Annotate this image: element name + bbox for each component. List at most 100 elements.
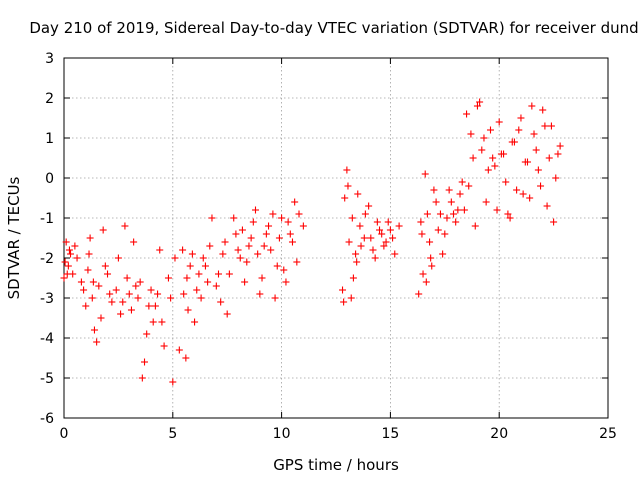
data-point (376, 226, 384, 234)
data-point (236, 254, 244, 262)
data-point (286, 230, 294, 238)
data-point (491, 162, 499, 170)
data-point (541, 122, 549, 130)
data-point (441, 230, 449, 238)
data-point (556, 142, 564, 150)
data-point (340, 298, 348, 306)
data-point (502, 178, 510, 186)
data-point (249, 218, 257, 226)
data-point (476, 98, 484, 106)
data-point (219, 250, 227, 258)
data-point (432, 198, 440, 206)
data-point (61, 258, 69, 266)
data-point (517, 114, 525, 122)
data-point (145, 302, 153, 310)
data-point (389, 234, 397, 242)
data-point (519, 190, 527, 198)
data-point (184, 306, 192, 314)
data-point (175, 346, 183, 354)
data-point (293, 258, 301, 266)
data-point (373, 218, 381, 226)
data-point (299, 222, 307, 230)
data-point (284, 218, 292, 226)
data-point (171, 254, 179, 262)
data-point (106, 290, 114, 298)
data-point (186, 262, 194, 270)
data-point (384, 218, 392, 226)
data-point (90, 326, 98, 334)
data-point (495, 118, 503, 126)
data-point (267, 246, 275, 254)
y-tick-label: -6 (40, 411, 54, 427)
data-point (169, 378, 177, 386)
data-point (179, 246, 187, 254)
data-point (241, 278, 249, 286)
data-point (460, 206, 468, 214)
data-point (84, 266, 92, 274)
data-point (510, 138, 518, 146)
data-point (204, 278, 212, 286)
data-point (380, 242, 388, 250)
data-point (243, 258, 251, 266)
data-point (136, 278, 144, 286)
data-point (445, 186, 453, 194)
y-tick-label: -2 (40, 251, 54, 267)
data-point (199, 254, 207, 262)
data-point (260, 242, 268, 250)
data-point (482, 198, 490, 206)
data-point (86, 234, 94, 242)
data-point (506, 214, 514, 222)
y-tick-label: -4 (40, 331, 54, 347)
y-axis-label: SDTVAR / TECUs (5, 176, 23, 299)
data-point (344, 182, 352, 190)
data-point (447, 198, 455, 206)
data-point (95, 282, 103, 290)
data-point (547, 122, 555, 130)
data-point (212, 282, 220, 290)
data-point (367, 234, 375, 242)
chart-title: Day 210 of 2019, Sidereal Day-to-day VTE… (29, 19, 638, 37)
data-point (201, 262, 209, 270)
x-tick-label: 20 (490, 426, 508, 442)
data-point (160, 342, 168, 350)
data-point (158, 318, 166, 326)
data-point (108, 298, 116, 306)
data-point (206, 242, 214, 250)
data-point (456, 190, 464, 198)
data-point (415, 290, 423, 298)
data-point (245, 242, 253, 250)
data-point (99, 226, 107, 234)
y-tick-label: 1 (45, 131, 54, 147)
data-point (230, 214, 238, 222)
data-point (489, 154, 497, 162)
data-point (288, 238, 296, 246)
data-point (89, 278, 97, 286)
data-point (418, 230, 426, 238)
y-tick-label: 3 (45, 51, 54, 67)
data-point (282, 278, 290, 286)
data-point (119, 298, 127, 306)
data-point (504, 210, 512, 218)
data-point (493, 206, 501, 214)
data-point (348, 214, 356, 222)
data-point (258, 274, 266, 282)
data-point (197, 294, 205, 302)
data-point (356, 222, 364, 230)
data-point (360, 234, 368, 242)
data-point (114, 254, 122, 262)
data-point (251, 206, 259, 214)
data-point (382, 238, 390, 246)
plot-frame (63, 57, 609, 419)
data-point (439, 250, 447, 258)
data-point (532, 146, 540, 154)
data-point (361, 210, 369, 218)
data-point (269, 210, 277, 218)
data-point (345, 238, 353, 246)
data-point (247, 234, 255, 242)
data-point (545, 154, 553, 162)
data-point (149, 318, 157, 326)
data-point (353, 258, 361, 266)
data-point (112, 286, 120, 294)
data-point (349, 274, 357, 282)
